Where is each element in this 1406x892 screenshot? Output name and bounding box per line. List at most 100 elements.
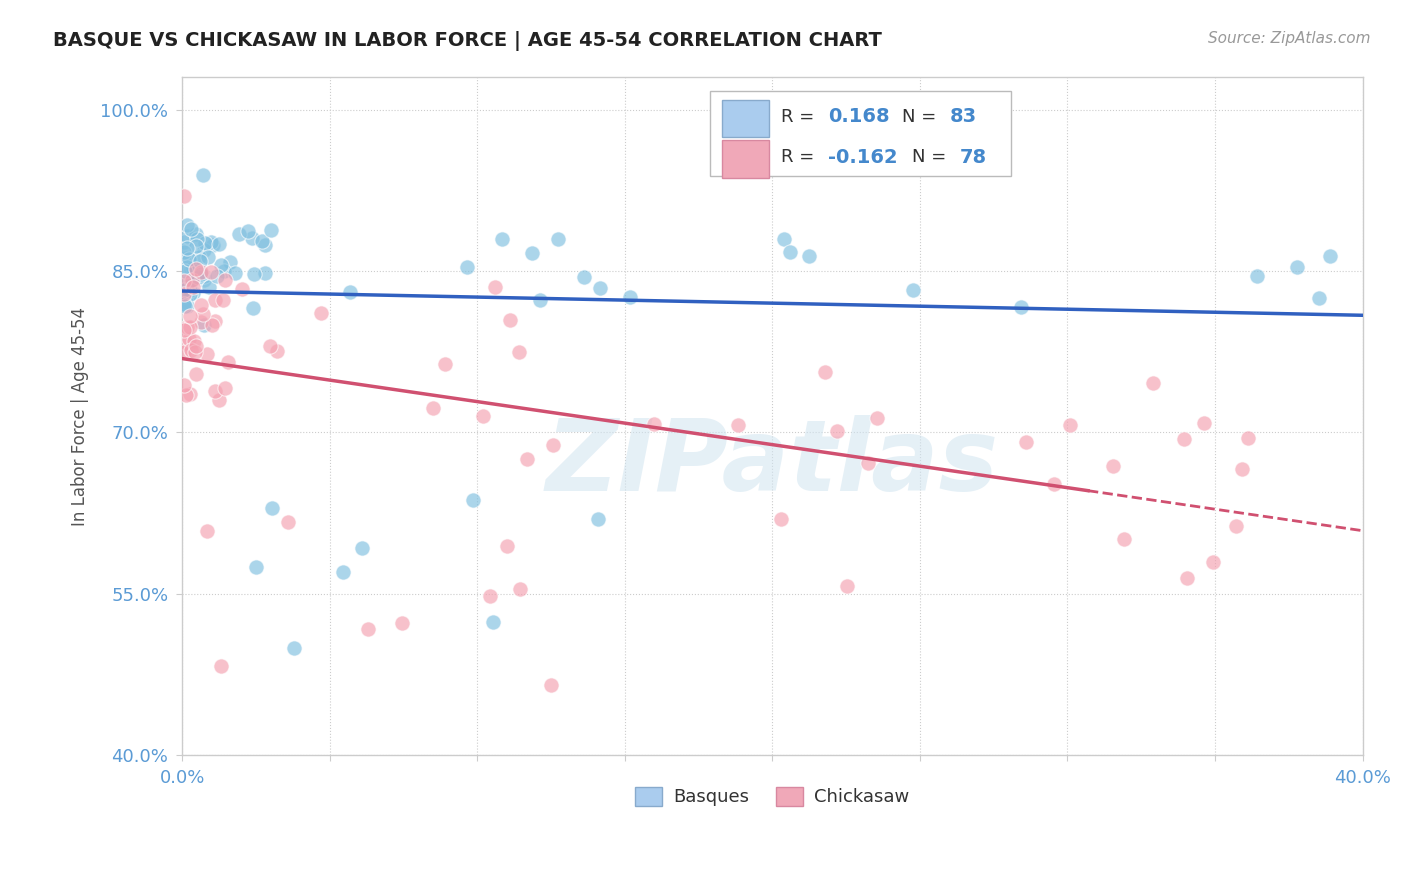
Text: 83: 83 <box>949 107 977 127</box>
Point <box>174 282 197 296</box>
Point <box>173 284 195 298</box>
Point <box>193 243 215 257</box>
Point <box>173 299 195 313</box>
Point <box>1319 249 1341 263</box>
Point <box>177 332 200 346</box>
Point <box>218 255 240 269</box>
Point <box>193 273 215 287</box>
Point <box>176 299 198 313</box>
Point <box>1202 555 1225 569</box>
Point <box>522 246 544 260</box>
Point <box>1237 431 1260 445</box>
Point <box>184 238 207 252</box>
Point <box>197 250 219 264</box>
Point <box>176 240 198 254</box>
Point <box>180 273 202 287</box>
Point <box>179 309 201 323</box>
Point <box>339 285 361 299</box>
Point <box>179 320 201 334</box>
Point <box>190 265 212 279</box>
Point <box>253 266 276 280</box>
Point <box>195 346 218 360</box>
Point <box>484 280 506 294</box>
Point <box>198 280 221 294</box>
Point <box>180 263 202 277</box>
Point <box>516 451 538 466</box>
Point <box>541 438 564 452</box>
Point <box>188 269 211 284</box>
Point <box>491 232 513 246</box>
Point <box>179 286 201 301</box>
Text: 78: 78 <box>960 148 987 167</box>
Point <box>184 345 207 359</box>
Point <box>856 456 879 470</box>
Point <box>184 262 207 277</box>
Point <box>231 282 253 296</box>
Point <box>209 658 232 673</box>
Point <box>245 560 267 574</box>
Point <box>207 268 229 283</box>
Point <box>180 221 202 235</box>
Point <box>173 323 195 337</box>
Point <box>1014 434 1036 449</box>
Text: R =: R = <box>780 148 820 167</box>
Point <box>619 290 641 304</box>
Text: 0.168: 0.168 <box>828 107 890 127</box>
Point <box>186 232 208 246</box>
Point <box>176 219 198 233</box>
Point <box>779 244 801 259</box>
Point <box>173 378 195 392</box>
Point <box>176 320 198 334</box>
Point <box>260 501 283 516</box>
Point <box>260 223 283 237</box>
Point <box>200 265 222 279</box>
Point <box>496 539 519 553</box>
Point <box>204 384 226 399</box>
Point <box>1194 417 1216 431</box>
Point <box>357 623 380 637</box>
Point <box>188 253 211 268</box>
Point <box>181 280 204 294</box>
Point <box>173 189 195 203</box>
Point <box>204 314 226 328</box>
Point <box>173 274 195 288</box>
Point <box>352 541 374 556</box>
Point <box>190 315 212 329</box>
Point <box>214 273 236 287</box>
Point <box>311 306 333 320</box>
Point <box>179 387 201 401</box>
Point <box>1102 458 1125 473</box>
Text: R =: R = <box>780 108 820 126</box>
Point <box>209 258 232 272</box>
Point <box>773 231 796 245</box>
FancyBboxPatch shape <box>721 100 769 137</box>
Point <box>188 250 211 264</box>
Point <box>479 589 502 603</box>
Point <box>1246 269 1268 284</box>
Point <box>422 401 444 415</box>
Point <box>586 512 609 526</box>
Point <box>283 641 305 656</box>
Point <box>193 307 215 321</box>
Point <box>1142 376 1164 390</box>
Point <box>1010 300 1032 314</box>
Point <box>183 334 205 349</box>
Point <box>572 269 595 284</box>
Point <box>727 417 749 432</box>
Point <box>499 313 522 327</box>
Point <box>201 318 224 333</box>
Point <box>332 565 354 579</box>
Point <box>173 345 195 359</box>
Text: N =: N = <box>911 148 952 167</box>
Point <box>174 251 197 265</box>
Point <box>589 281 612 295</box>
Point <box>643 417 665 432</box>
Point <box>547 232 569 246</box>
Point <box>242 230 264 244</box>
FancyBboxPatch shape <box>710 91 1011 176</box>
Point <box>173 286 195 301</box>
Point <box>195 524 218 539</box>
Point <box>217 355 239 369</box>
Point <box>472 409 495 423</box>
Point <box>180 273 202 287</box>
